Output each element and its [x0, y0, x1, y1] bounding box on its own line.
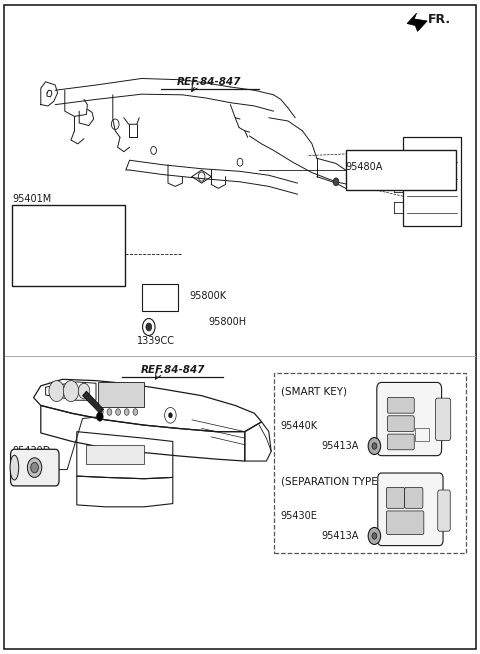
Bar: [403, 137, 461, 226]
Circle shape: [107, 409, 112, 415]
Bar: [346, 150, 456, 190]
FancyBboxPatch shape: [387, 416, 414, 432]
FancyBboxPatch shape: [11, 449, 59, 486]
Bar: [86, 445, 144, 464]
Circle shape: [27, 458, 42, 477]
Text: 95800H: 95800H: [209, 317, 247, 327]
FancyBboxPatch shape: [438, 490, 450, 531]
Circle shape: [143, 318, 155, 336]
Circle shape: [96, 412, 103, 421]
Circle shape: [31, 462, 38, 473]
Circle shape: [78, 383, 90, 399]
Circle shape: [368, 438, 381, 455]
Bar: [86, 237, 98, 273]
Bar: [12, 205, 125, 286]
Circle shape: [63, 381, 79, 402]
Text: 95413A: 95413A: [322, 531, 359, 541]
Circle shape: [368, 527, 381, 544]
FancyBboxPatch shape: [435, 398, 451, 441]
Text: 95800K: 95800K: [190, 290, 227, 301]
Circle shape: [116, 409, 120, 415]
FancyBboxPatch shape: [378, 473, 443, 545]
Ellipse shape: [10, 455, 19, 480]
Text: 95430E: 95430E: [281, 511, 318, 521]
Circle shape: [98, 409, 103, 415]
Circle shape: [333, 178, 339, 186]
Bar: [98, 382, 144, 407]
FancyBboxPatch shape: [387, 398, 414, 413]
FancyBboxPatch shape: [405, 487, 423, 508]
Text: REF.84-847: REF.84-847: [177, 77, 241, 87]
Text: (SMART KEY): (SMART KEY): [281, 386, 347, 396]
FancyBboxPatch shape: [386, 511, 424, 534]
Circle shape: [372, 443, 377, 449]
Circle shape: [49, 381, 64, 402]
Text: 95430D: 95430D: [12, 446, 50, 456]
Text: 95401M: 95401M: [12, 194, 51, 205]
Text: 1339CC: 1339CC: [137, 336, 175, 347]
Circle shape: [168, 413, 172, 418]
Circle shape: [146, 323, 152, 331]
Text: 95440K: 95440K: [281, 421, 318, 432]
Bar: [46, 235, 89, 275]
Circle shape: [133, 409, 138, 415]
Text: REF.84-847: REF.84-847: [141, 364, 205, 375]
Bar: [142, 284, 178, 311]
FancyBboxPatch shape: [377, 383, 442, 456]
FancyBboxPatch shape: [386, 487, 405, 508]
Text: (SEPARATION TYPE): (SEPARATION TYPE): [281, 476, 382, 486]
Text: FR.: FR.: [428, 13, 451, 26]
Bar: [415, 428, 429, 441]
FancyBboxPatch shape: [387, 434, 414, 450]
Text: 95413A: 95413A: [322, 441, 359, 451]
Polygon shape: [407, 13, 427, 31]
Bar: [274, 373, 466, 553]
Circle shape: [124, 409, 129, 415]
Circle shape: [372, 532, 377, 539]
Text: 95480A: 95480A: [346, 162, 383, 172]
Polygon shape: [83, 391, 104, 413]
